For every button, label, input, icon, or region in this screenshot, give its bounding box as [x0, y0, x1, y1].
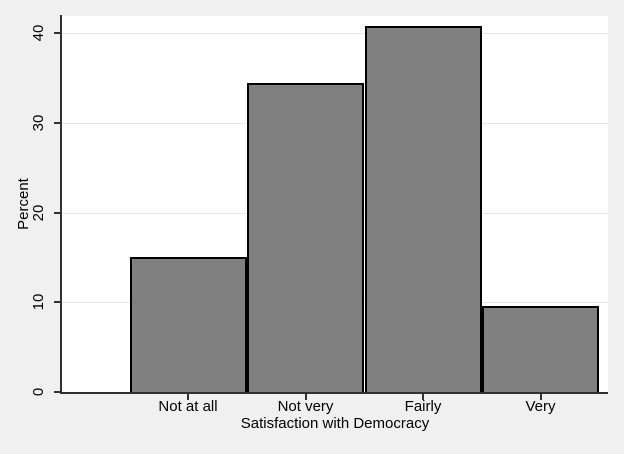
x-tick-label-fairly: Fairly: [404, 398, 442, 415]
y-tick-40: [54, 32, 60, 35]
x-tick-1: [304, 394, 307, 400]
bar-fairly: [364, 25, 482, 392]
x-axis-title: Satisfaction with Democracy: [240, 415, 430, 432]
y-tick-label-20: 20: [30, 204, 47, 221]
bar-not-very: [247, 83, 364, 392]
x-tick-2: [422, 394, 424, 400]
x-tick-3: [539, 394, 542, 400]
plot-area: [62, 16, 608, 392]
bar-very: [482, 305, 599, 392]
y-tick-label-30: 30: [30, 114, 47, 132]
x-tick-label-very: Very: [525, 398, 556, 415]
y-tick-30: [54, 121, 60, 124]
y-tick-10: [54, 301, 60, 304]
x-tick-0: [187, 394, 189, 400]
x-tick-label-not-at-all: Not at all: [158, 398, 218, 415]
x-axis-line: [60, 392, 608, 394]
y-axis-title: Percent: [15, 178, 32, 230]
x-tick-label-not-very: Not very: [277, 398, 334, 415]
y-tick-20: [54, 211, 60, 214]
y-axis-line: [60, 15, 62, 394]
bar-not-at-all: [129, 256, 247, 392]
y-tick-label-40: 40: [30, 24, 47, 42]
gridline-40: [62, 33, 608, 35]
y-tick-label-0: 0: [30, 387, 47, 397]
y-tick-0: [54, 391, 60, 393]
y-tick-label-10: 10: [30, 293, 47, 311]
